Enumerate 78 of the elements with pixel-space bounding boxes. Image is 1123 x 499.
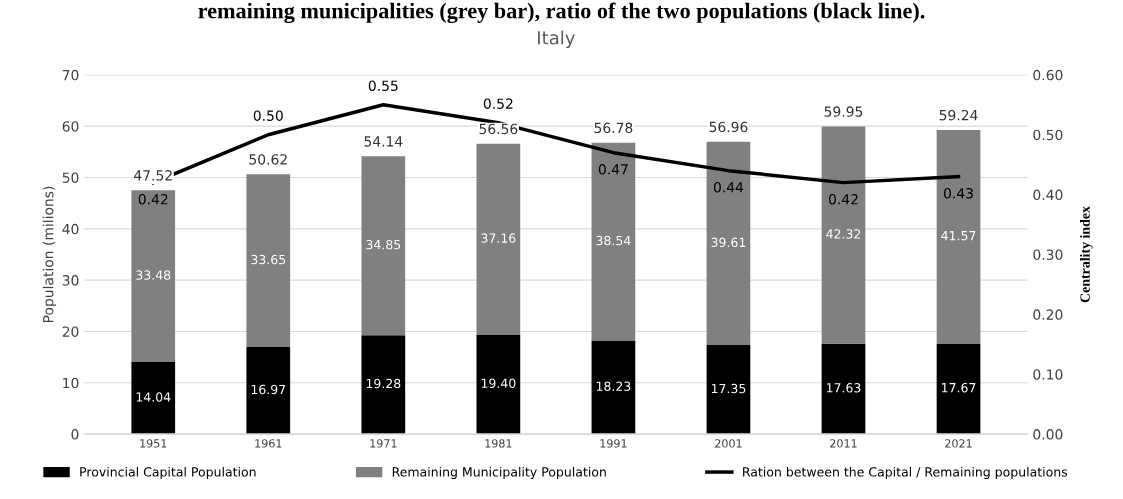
total-label: 59.24 <box>939 109 978 121</box>
x-tick-label: 1951 <box>140 439 167 448</box>
data-label: 0.44 <box>713 182 744 193</box>
bar <box>131 362 176 435</box>
data-label: 0.52 <box>483 98 513 109</box>
data-label: 0.50 <box>253 110 283 121</box>
data-label: 18.23 <box>596 381 631 391</box>
data-label: 17.63 <box>826 383 861 393</box>
data-label: 19.28 <box>366 378 401 389</box>
text: remaining municipalities (grey bar), ratio of the two populations (black line). <box>198 2 925 24</box>
y2-tick-label: 0.50 <box>1033 129 1063 141</box>
data-label: 37.16 <box>481 233 516 243</box>
y-tick-label: 10 <box>63 377 79 389</box>
x-tick-label: 2021 <box>945 439 972 448</box>
legend-label: Ration between the Capital / Remaining populations <box>743 466 1068 480</box>
y2-tick-label: 0.60 <box>1033 69 1063 81</box>
data-label: 19.40 <box>481 378 516 388</box>
data-label: 0.43 <box>943 188 973 199</box>
y-axis-title: Population (milions) <box>42 186 57 323</box>
x-tick-label: 2011 <box>830 439 857 448</box>
data-label: 16.97 <box>251 384 286 395</box>
y-tick-label: 30 <box>62 275 79 286</box>
total-label: 50.62 <box>249 154 287 165</box>
y2-tick-label: 0.20 <box>1033 309 1063 320</box>
x-tick-label: 2001 <box>715 439 742 448</box>
y2-tick-label: 0.00 <box>1033 429 1063 440</box>
total-label: 56.78 <box>594 122 633 134</box>
data-label: 17.67 <box>942 382 976 393</box>
y-tick-label: 50 <box>62 172 79 183</box>
x-tick-label: 1961 <box>255 439 282 448</box>
bar <box>591 142 636 341</box>
bar <box>936 343 981 435</box>
y2-tick-label: 0.40 <box>1033 189 1063 201</box>
bar <box>706 141 751 346</box>
data-label: 34.85 <box>366 239 401 250</box>
bar <box>476 143 521 335</box>
bar <box>246 347 291 435</box>
bar <box>706 345 751 435</box>
total-label: 47.52 <box>134 170 172 181</box>
data-label: 39.61 <box>711 237 746 248</box>
bar <box>246 174 291 348</box>
y2-tick-label: 0.10 <box>1033 369 1063 380</box>
total-label: 59.95 <box>824 106 863 117</box>
y-tick-label: 70 <box>62 69 79 81</box>
x-tick-label: 1991 <box>600 439 627 448</box>
bar <box>821 126 866 344</box>
bar <box>476 334 521 435</box>
data-label: 0.42 <box>828 193 858 205</box>
data-label: 41.57 <box>941 231 976 241</box>
y2-axis-title: Centrality index <box>1080 206 1093 303</box>
y-tick-label: 0 <box>71 429 79 440</box>
data-label: 42.32 <box>826 229 861 239</box>
data-label: 14.04 <box>136 392 171 402</box>
data-label: 0.47 <box>598 164 628 175</box>
total-label: 54.14 <box>364 136 403 147</box>
bar <box>361 156 406 336</box>
chart-title: Italy <box>538 30 575 49</box>
x-tick-label: 1981 <box>485 439 512 448</box>
bar <box>131 190 176 363</box>
legend-label: Remaining Municipality Population <box>392 466 606 480</box>
y-tick-label: 60 <box>62 121 79 132</box>
total-label: 56.56 <box>479 123 518 135</box>
bar <box>591 340 636 435</box>
total-label: 56.96 <box>709 121 748 133</box>
y-tick-label: 40 <box>62 223 79 235</box>
bar <box>821 343 866 435</box>
bar <box>361 335 406 435</box>
data-label: 17.35 <box>711 383 746 394</box>
y2-tick-label: 0.30 <box>1033 249 1063 260</box>
x-tick-label: 1971 <box>370 439 397 448</box>
data-label: 38.54 <box>596 235 631 246</box>
legend-label: Provincial Capital Population <box>80 466 256 480</box>
bar <box>936 130 981 344</box>
data-label: 0.42 <box>138 193 168 205</box>
data-label: 33.48 <box>136 270 171 280</box>
y-tick-label: 20 <box>62 326 79 337</box>
data-label: 33.65 <box>251 254 286 265</box>
data-label: 0.55 <box>368 80 398 91</box>
